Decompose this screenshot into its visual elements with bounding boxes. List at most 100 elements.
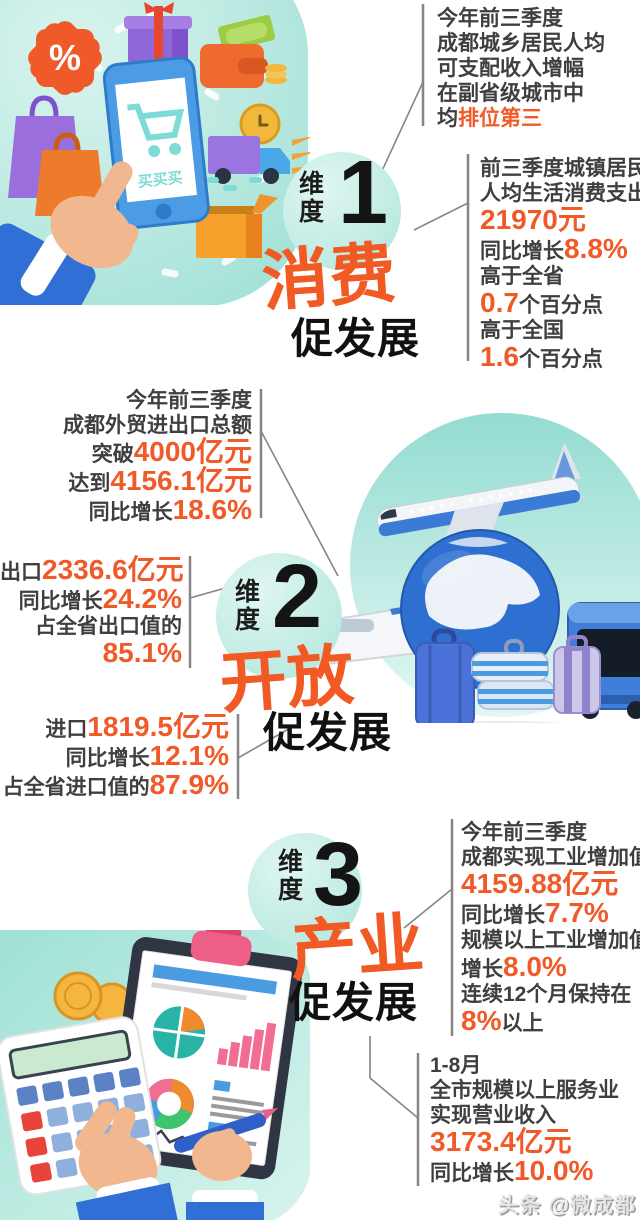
stat-value: 7.7% [545, 897, 609, 928]
stat-text: 今年前三季度 [126, 389, 252, 412]
stat-value: 8.0% [503, 951, 567, 982]
stat-line: 同比增长8.8% [480, 235, 638, 264]
stat-text: 1-8月 [430, 1054, 482, 1077]
badge-circle-3 [248, 833, 362, 947]
percent-text: % [49, 37, 81, 78]
badge-dim-label-2: 维度 [235, 578, 261, 634]
bar-chart-glyph [217, 1022, 277, 1072]
cart-icon [127, 103, 185, 158]
badge-number-2: 2 [272, 547, 323, 647]
stat-line: 连续12个月保持在 [461, 982, 639, 1007]
stat-line: 21970元 [480, 206, 638, 235]
stat-text: 连续12个月保持在 [461, 983, 632, 1006]
stat-block-spending: 前三季度城镇居民 人均生活消费支出 21970元 同比增长8.8% 高于全省 0.7个百分… [480, 156, 640, 372]
stat-line: 人均生活消费支出 [480, 181, 640, 206]
stat-line: 前三季度城镇居民 [480, 156, 640, 181]
transport-illustration [330, 413, 640, 723]
section-slogan-2: 促发展 [263, 709, 393, 756]
callout-diagonal [413, 202, 469, 231]
stat-line: 出口2336.6亿元 [0, 556, 184, 585]
stat-text: 人均生活消费支出 [480, 182, 640, 205]
left-hand-icon [75, 1101, 181, 1220]
stat-text: 同比增长 [480, 240, 564, 263]
stat-line: 占全省出口值的 [0, 614, 182, 639]
stat-value: 0.7 [480, 287, 519, 318]
watermark-credit: 头条 @微成都 [497, 1194, 636, 1217]
stat-block-trade: 今年前三季度 成都外贸进出口总额 突破4000亿元 达到4156.1亿元 同比增长18.… [30, 388, 252, 525]
stat-block-imports: 进口1819.5亿元 同比增长12.1% 占全省进口值的87.9% [0, 713, 229, 800]
stat-line: 同比增长10.0% [430, 1157, 638, 1186]
pen-hand-icon [174, 1108, 278, 1220]
stat-line: 同比增长12.1% [0, 742, 229, 771]
stat-value: 12.1% [149, 740, 229, 771]
stat-line: 成都城乡居民人均 [437, 31, 637, 56]
stat-value: 8.8% [564, 233, 628, 264]
stat-line: 4159.88亿元 [461, 870, 639, 899]
wallet-icon [200, 15, 287, 88]
stat-line: 增长8.0% [461, 953, 639, 982]
stat-line: 高于全国 [480, 318, 638, 343]
stat-text: 占全省出口值的 [35, 615, 182, 638]
stat-value: 3173.4亿元 [430, 1126, 572, 1157]
stat-value: 10.0% [514, 1155, 594, 1186]
stat-value: 24.2% [102, 583, 182, 614]
stat-text: 同比增长 [430, 1162, 514, 1185]
stat-text: 同比增长 [88, 501, 173, 524]
stat-line: 均排位第三 [437, 106, 637, 131]
section-slogan-1: 促发展 [291, 315, 421, 362]
stat-line: 突破4000亿元 [30, 438, 252, 467]
stat-value: 8% [461, 1005, 502, 1036]
phone-screen-text: 买买买 [137, 169, 184, 191]
badge-dim-label-1: 维度 [299, 170, 325, 226]
badge-dim-label-3: 维度 [278, 848, 304, 904]
stat-text: 在副省级城市中 [437, 82, 584, 105]
stat-text: 增长 [461, 958, 503, 981]
pointing-hand-icon [0, 161, 139, 305]
stat-block-industry: 今年前三季度 成都实现工业增加值 4159.88亿元 同比增长7.7% 规模以上工业增加… [461, 820, 640, 1036]
stat-line: 规模以上工业增加值 [461, 928, 640, 953]
stat-text: 高于全省 [480, 265, 564, 288]
stat-line: 85.1% [0, 639, 182, 668]
stat-block-services: 1-8月 全市规模以上服务业 实现营业收入 3173.4亿元 同比增长10.0% [430, 1053, 638, 1186]
stat-line: 1-8月 [430, 1053, 638, 1078]
stat-text: 达到 [68, 472, 111, 495]
stat-line: 可支配收入增幅 [437, 56, 637, 81]
stat-text: 个百分点 [518, 348, 603, 371]
stat-line: 1.6个百分点 [480, 343, 638, 372]
open-box-icon [180, 177, 278, 258]
stat-line: 同比增长24.2% [0, 585, 182, 614]
stat-text: 成都城乡居民人均 [437, 32, 605, 55]
delivery-truck-icon [208, 103, 310, 184]
stat-text: 前三季度城镇居民 [480, 157, 640, 180]
accounting-illustration [0, 930, 310, 1220]
stat-line: 实现营业收入 [430, 1103, 638, 1128]
stat-line: 进口1819.5亿元 [0, 713, 229, 742]
stat-line: 0.7个百分点 [480, 289, 638, 318]
badge-number-3: 3 [313, 825, 364, 925]
stat-block-income: 今年前三季度 成都城乡居民人均 可支配收入增幅 在副省级城市中 均排位第三 [437, 6, 637, 131]
stat-text: 均 [437, 107, 458, 130]
badge-number-1: 1 [338, 143, 389, 243]
stat-text: 规模以上工业增加值 [461, 929, 640, 952]
stat-text: 进口 [45, 718, 88, 741]
stat-line: 同比增长18.6% [30, 496, 252, 525]
stat-text: 占全省进口值的 [2, 776, 150, 799]
stat-line: 高于全省 [480, 264, 638, 289]
stat-text: 今年前三季度 [461, 821, 587, 844]
smartphone-icon: 买买买 [102, 56, 210, 230]
pie-chart-glyph [153, 1006, 206, 1059]
section-slogan-3: 促发展 [289, 979, 419, 1026]
section-theme-2: 开放 [217, 637, 357, 721]
stat-text: 全市规模以上服务业 [430, 1079, 619, 1102]
stat-value: 85.1% [102, 637, 182, 668]
stat-value: 4159.88亿元 [461, 868, 619, 899]
stat-line: 达到4156.1亿元 [30, 467, 252, 496]
stat-text: 今年前三季度 [437, 7, 563, 30]
stat-line: 今年前三季度 [437, 6, 637, 31]
stat-text: 高于全国 [480, 319, 564, 342]
stat-text: 成都实现工业增加值 [461, 846, 640, 869]
stat-value: 1.6 [480, 341, 519, 372]
stat-line: 在副省级城市中 [437, 81, 637, 106]
section-theme-1: 消费 [259, 235, 399, 319]
